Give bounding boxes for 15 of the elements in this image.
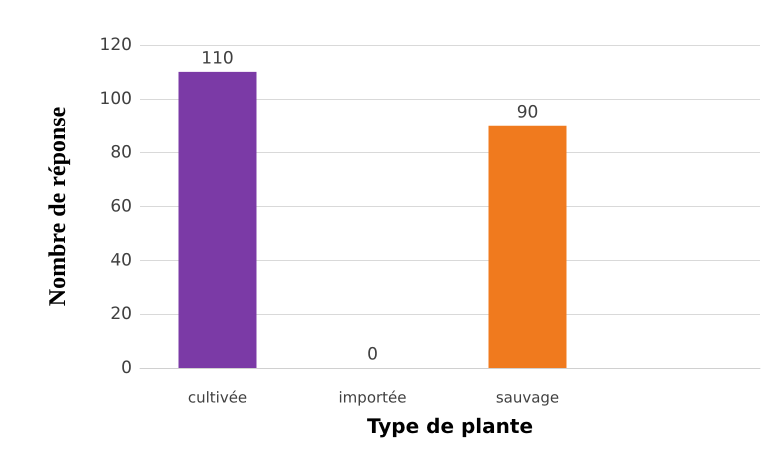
y-tick-label: 0 [121, 358, 132, 378]
data-label: 0 [367, 344, 378, 364]
y-axis-title: Nombre de réponse [45, 106, 71, 306]
x-tick-label: importée [338, 388, 406, 406]
x-tick-label: cultivée [188, 388, 248, 406]
x-tick-label: sauvage [496, 388, 560, 406]
y-tick-label: 20 [110, 304, 132, 324]
y-tick-label: 120 [100, 35, 132, 55]
y-tick-label: 80 [110, 142, 132, 163]
y-tick-label: 40 [110, 250, 132, 270]
y-tick-label: 100 [100, 88, 132, 109]
data-label: 110 [201, 48, 234, 68]
x-axis-title: Type de plante [366, 414, 534, 438]
data-label: 90 [516, 102, 538, 122]
y-tick-label: 60 [110, 196, 132, 216]
